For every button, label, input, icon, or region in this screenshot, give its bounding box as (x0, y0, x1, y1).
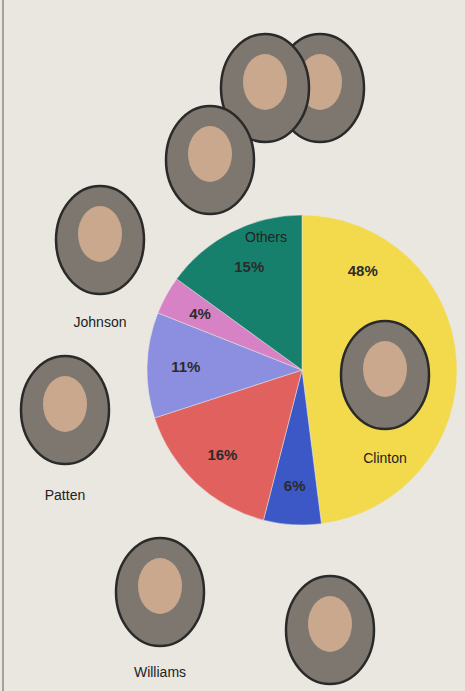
photo (341, 321, 429, 429)
photo (166, 106, 254, 214)
photo-face (363, 341, 407, 397)
chart: 48% 6% 16% 11% 4% 15% Clinton Williams Patten Joh… (0, 0, 465, 691)
data-label: 15% (234, 258, 264, 275)
photo-face (308, 596, 352, 652)
labels: 48% 6% 16% 11% 4% 15% Clinton Williams Patten Joh… (45, 229, 407, 680)
slice (177, 215, 302, 370)
photos-top (341, 321, 429, 429)
category-label: Clinton (363, 450, 407, 466)
data-label: 48% (348, 262, 378, 279)
photo-face (243, 54, 287, 110)
photo-face (78, 206, 122, 262)
slice (302, 215, 457, 524)
data-label: 16% (207, 446, 237, 463)
photo (56, 186, 144, 294)
photo (286, 576, 374, 684)
photo-face (188, 126, 232, 182)
data-label: 11% (171, 358, 200, 375)
photo (341, 321, 429, 429)
background (0, 0, 465, 691)
category-label: Johnson (74, 314, 127, 330)
photo (116, 538, 204, 646)
photo-face (43, 376, 87, 432)
photo (21, 356, 109, 464)
pie (147, 215, 457, 525)
photo-face (138, 558, 182, 614)
photo-face (363, 341, 407, 397)
category-label: Others (245, 229, 287, 245)
photos (21, 34, 429, 684)
border (2, 0, 4, 691)
category-label: Patten (45, 487, 85, 503)
category-label: Williams (134, 664, 186, 680)
data-label: 4% (189, 305, 211, 322)
data-label: 6% (284, 477, 306, 494)
